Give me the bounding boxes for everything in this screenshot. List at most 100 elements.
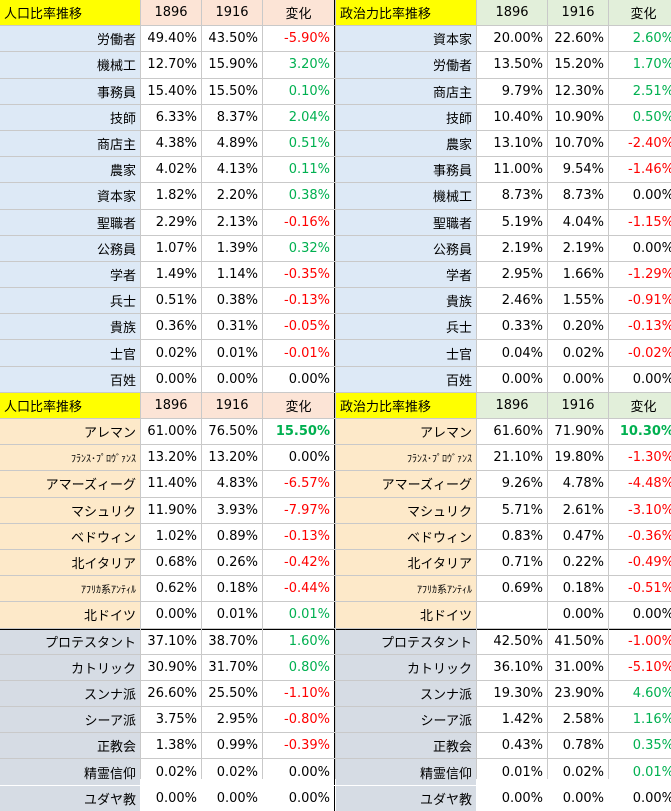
value-1916[interactable]: 4.83%	[202, 471, 262, 497]
value-1896[interactable]: 0.83%	[477, 523, 547, 549]
value-change[interactable]: -5.10%	[609, 654, 671, 680]
value-1916[interactable]: 0.18%	[548, 576, 608, 602]
row-label[interactable]: 正教会	[0, 733, 140, 759]
value-change[interactable]: -0.13%	[609, 314, 671, 340]
value-change[interactable]: -0.39%	[263, 733, 335, 759]
value-1896[interactable]: 0.36%	[141, 314, 201, 340]
header-change-right[interactable]: 変化	[609, 0, 671, 26]
value-1896[interactable]: 2.46%	[477, 288, 547, 314]
value-1916[interactable]: 0.00%	[202, 366, 262, 392]
value-1916[interactable]: 0.18%	[202, 576, 262, 602]
value-change[interactable]: -6.57%	[263, 471, 335, 497]
value-1896[interactable]: 2.19%	[477, 235, 547, 261]
value-change[interactable]: -0.13%	[263, 288, 335, 314]
value-1916[interactable]: 0.99%	[202, 733, 262, 759]
value-1916[interactable]: 76.50%	[202, 419, 262, 445]
row-label[interactable]: 精霊信仰	[0, 759, 140, 785]
value-1916[interactable]: 15.90%	[202, 52, 262, 78]
row-label[interactable]: 技師	[0, 104, 140, 130]
row-label[interactable]: 学者	[336, 261, 476, 288]
value-1916[interactable]: 25.50%	[202, 680, 262, 707]
value-1896[interactable]: 9.26%	[477, 471, 547, 497]
value-change[interactable]: -0.49%	[609, 549, 671, 576]
row-label[interactable]: 兵士	[336, 314, 476, 340]
value-change[interactable]: 0.38%	[263, 183, 335, 209]
value-1916[interactable]: 22.60%	[548, 26, 608, 52]
row-label[interactable]: 農家	[0, 157, 140, 183]
value-1896[interactable]: 11.00%	[477, 157, 547, 183]
value-1916[interactable]: 1.39%	[202, 235, 262, 261]
value-1896[interactable]: 3.75%	[141, 707, 201, 733]
value-1916[interactable]: 0.00%	[202, 785, 262, 811]
row-label[interactable]: 労働者	[0, 26, 140, 52]
value-1916[interactable]: 43.50%	[202, 26, 262, 52]
value-change[interactable]: 0.80%	[263, 654, 335, 680]
value-1896[interactable]: 0.04%	[477, 340, 547, 366]
value-change[interactable]: 15.50%	[263, 419, 335, 445]
value-change[interactable]: 0.11%	[263, 157, 335, 183]
row-label[interactable]: 正教会	[336, 733, 476, 759]
value-1896[interactable]: 20.00%	[477, 26, 547, 52]
value-1916[interactable]: 31.00%	[548, 654, 608, 680]
value-change[interactable]: 0.01%	[263, 602, 335, 628]
value-change[interactable]: -0.13%	[263, 523, 335, 549]
value-change[interactable]: 0.00%	[609, 235, 671, 261]
value-1896[interactable]: 5.71%	[477, 497, 547, 523]
value-1916[interactable]: 0.26%	[202, 549, 262, 576]
value-1916[interactable]: 3.93%	[202, 497, 262, 523]
row-label[interactable]: 労働者	[336, 52, 476, 78]
value-change[interactable]: -2.40%	[609, 130, 671, 157]
value-1896[interactable]: 61.00%	[141, 419, 201, 445]
row-label[interactable]: 精霊信仰	[336, 759, 476, 785]
value-1896[interactable]: 12.70%	[141, 52, 201, 78]
header-change-left[interactable]: 変化	[263, 0, 335, 26]
value-1896[interactable]: 10.40%	[477, 104, 547, 130]
value-1916[interactable]: 0.02%	[548, 340, 608, 366]
header-change-left[interactable]: 変化	[263, 392, 335, 418]
value-change[interactable]: 2.60%	[609, 26, 671, 52]
row-label[interactable]: 士官	[336, 340, 476, 366]
value-change[interactable]: -3.10%	[609, 497, 671, 523]
row-label[interactable]: 資本家	[0, 183, 140, 209]
row-label[interactable]: アレマン	[0, 419, 140, 445]
value-1896[interactable]: 49.40%	[141, 26, 201, 52]
row-label[interactable]: 事務員	[0, 78, 140, 104]
value-change[interactable]: -0.01%	[263, 340, 335, 366]
row-label[interactable]: ｱﾌﾘｶ系ｱﾝﾃｨﾙ	[336, 576, 476, 602]
value-change[interactable]: -0.05%	[263, 314, 335, 340]
header-change-right[interactable]: 変化	[609, 392, 671, 418]
value-1896[interactable]: 1.82%	[141, 183, 201, 209]
value-1916[interactable]: 38.70%	[202, 628, 262, 654]
value-1916[interactable]: 0.02%	[548, 759, 608, 785]
value-1896[interactable]: 0.43%	[477, 733, 547, 759]
row-label[interactable]: マシュリク	[336, 497, 476, 523]
value-1916[interactable]: 8.37%	[202, 104, 262, 130]
value-1916[interactable]: 8.73%	[548, 183, 608, 209]
value-change[interactable]: -0.16%	[263, 209, 335, 235]
header-1896-right[interactable]: 1896	[477, 0, 547, 26]
value-1896[interactable]: 11.40%	[141, 471, 201, 497]
value-1916[interactable]: 23.90%	[548, 680, 608, 707]
value-change[interactable]: 10.30%	[609, 419, 671, 445]
value-change[interactable]: 1.60%	[263, 628, 335, 654]
row-label[interactable]: ユダヤ教	[336, 785, 476, 811]
value-1896[interactable]: 0.00%	[141, 785, 201, 811]
value-1896[interactable]: 21.10%	[477, 445, 547, 471]
row-label[interactable]: ベドウィン	[336, 523, 476, 549]
value-1896[interactable]: 1.07%	[141, 235, 201, 261]
row-label[interactable]: カトリック	[0, 654, 140, 680]
row-label[interactable]: アマーズィーグ	[336, 471, 476, 497]
value-1916[interactable]: 13.20%	[202, 445, 262, 471]
value-change[interactable]: 3.20%	[263, 52, 335, 78]
row-label[interactable]: 貴族	[0, 314, 140, 340]
value-1916[interactable]: 0.78%	[548, 733, 608, 759]
value-change[interactable]: -1.46%	[609, 157, 671, 183]
row-label[interactable]: スンナ派	[336, 680, 476, 707]
row-label[interactable]: 兵士	[0, 288, 140, 314]
row-label[interactable]: 北ドイツ	[0, 602, 140, 628]
value-1916[interactable]: 10.70%	[548, 130, 608, 157]
value-change[interactable]: -0.44%	[263, 576, 335, 602]
row-label[interactable]: ベドウィン	[0, 523, 140, 549]
value-1896[interactable]: 2.29%	[141, 209, 201, 235]
row-label[interactable]: アレマン	[336, 419, 476, 445]
